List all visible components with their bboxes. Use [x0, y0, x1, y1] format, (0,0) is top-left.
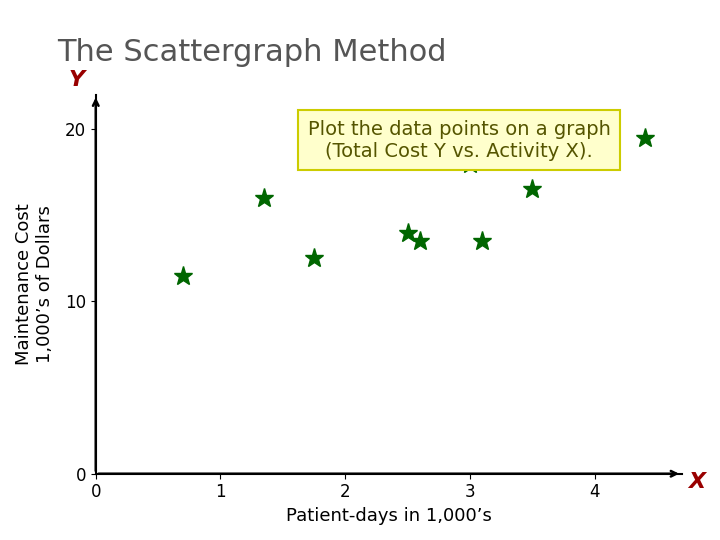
Text: X: X: [688, 472, 706, 492]
Text: The Scattergraph Method: The Scattergraph Method: [58, 38, 447, 67]
Text: Y: Y: [69, 70, 85, 90]
X-axis label: Patient-days in 1,000’s: Patient-days in 1,000’s: [286, 507, 492, 525]
Y-axis label: Maintenance Cost
1,000’s of Dollars: Maintenance Cost 1,000’s of Dollars: [15, 204, 54, 365]
Text: Plot the data points on a graph
(Total Cost Y vs. Activity X).: Plot the data points on a graph (Total C…: [307, 120, 611, 161]
